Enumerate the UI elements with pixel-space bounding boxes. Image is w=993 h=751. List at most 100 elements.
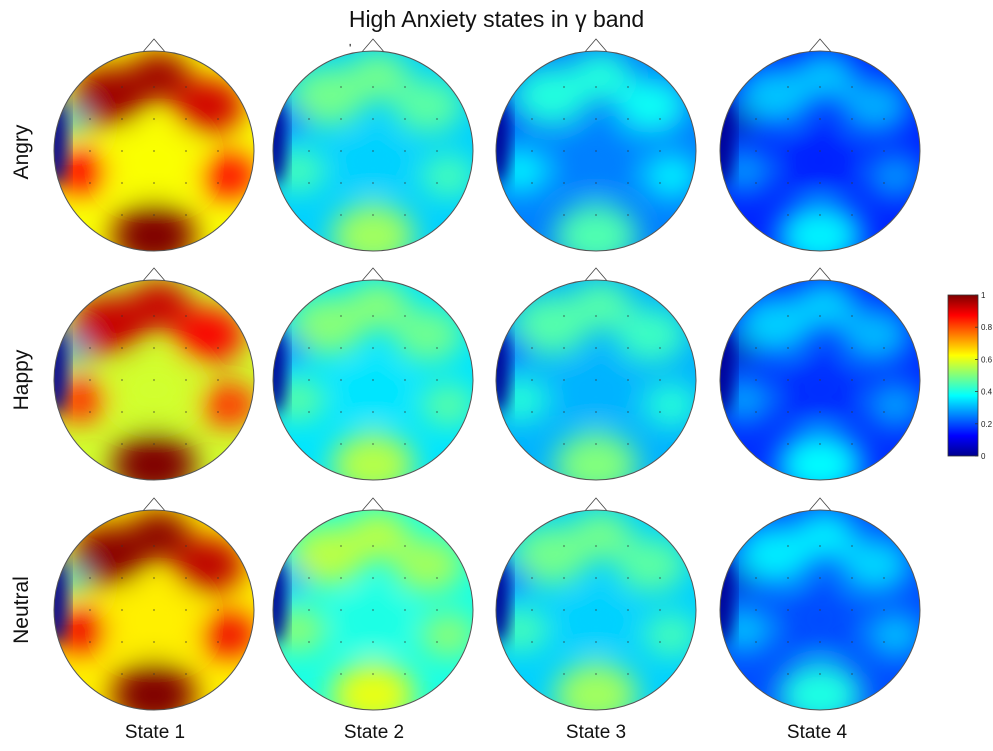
electrode	[563, 609, 565, 611]
electrode-grid	[531, 315, 661, 445]
electrode	[404, 214, 406, 216]
electrode	[340, 315, 342, 317]
electrode	[819, 673, 821, 675]
electrode-grid	[89, 545, 219, 675]
electrode	[787, 150, 789, 152]
electrode	[436, 118, 438, 120]
electrode	[819, 641, 821, 643]
activation-blob	[331, 432, 415, 480]
activation-blob	[115, 130, 193, 192]
electrode	[153, 347, 155, 349]
activation-blob	[112, 662, 196, 710]
head-outline	[719, 279, 921, 481]
electrode	[340, 347, 342, 349]
electrode	[89, 379, 91, 381]
electrode	[755, 641, 757, 643]
head-outline	[272, 50, 474, 252]
activation-blob	[840, 307, 910, 363]
electrode	[595, 150, 597, 152]
activation-blob	[557, 589, 635, 651]
edge-low-region	[54, 555, 68, 645]
activation-blob	[331, 662, 415, 710]
activation-blob	[867, 383, 920, 427]
electrode	[340, 118, 342, 120]
electrode	[787, 641, 789, 643]
colorbar: 0 0.2 0.4 0.6 0.8 1	[947, 291, 993, 461]
electrode	[627, 411, 629, 413]
electrode	[851, 86, 853, 88]
head-outline	[53, 509, 255, 711]
electrode	[153, 609, 155, 611]
electrode	[372, 609, 374, 611]
electrode	[340, 214, 342, 216]
electrode	[883, 577, 885, 579]
activation-blob	[201, 154, 254, 198]
topomap-neutral-0	[53, 497, 255, 711]
edge-low-region	[273, 555, 287, 645]
electrode	[531, 347, 533, 349]
electrode	[659, 150, 661, 152]
electrode	[563, 641, 565, 643]
topomap-happy-0	[53, 267, 255, 481]
electrode	[755, 150, 757, 152]
edge-low-region	[720, 555, 734, 645]
electrode	[787, 118, 789, 120]
electrode	[121, 315, 123, 317]
activation-blob	[616, 537, 686, 593]
electrode	[372, 315, 374, 317]
colorbar-tick-label: 0.6	[981, 355, 993, 364]
electrode	[404, 379, 406, 381]
activation-blob	[793, 280, 857, 330]
head-outline	[495, 50, 697, 252]
activation-blob	[557, 359, 635, 421]
head-outline	[495, 509, 697, 711]
electrode	[121, 609, 123, 611]
electrode	[595, 315, 597, 317]
electrode	[819, 545, 821, 547]
activation-blob	[334, 589, 412, 651]
topomap-happy-2	[495, 267, 697, 481]
electrode	[787, 214, 789, 216]
electrode	[121, 545, 123, 547]
electrode	[563, 118, 565, 120]
electrode	[787, 577, 789, 579]
electrode	[121, 214, 123, 216]
edge-low-region	[720, 325, 734, 415]
electrode	[883, 411, 885, 413]
activation-blob	[393, 537, 463, 593]
electrode	[185, 118, 187, 120]
colorbar-tick-label: 0.2	[981, 420, 993, 429]
electrode	[185, 609, 187, 611]
electrode	[595, 379, 597, 381]
electrode	[851, 150, 853, 152]
electrode	[531, 577, 533, 579]
colorbar-tick-label: 0	[981, 452, 986, 461]
topomap-neutral-3	[719, 497, 921, 711]
activation-blob	[127, 510, 191, 560]
electrode	[308, 411, 310, 413]
electrode	[563, 545, 565, 547]
electrode	[308, 641, 310, 643]
electrode	[153, 118, 155, 120]
electrode	[787, 315, 789, 317]
activation-blob	[793, 51, 857, 101]
electrode-grid	[308, 545, 438, 675]
head-outline	[272, 279, 474, 481]
electrode	[627, 577, 629, 579]
electrode	[436, 347, 438, 349]
electrode	[851, 214, 853, 216]
electrode	[308, 150, 310, 152]
activation-blob	[346, 510, 410, 560]
electrode	[185, 641, 187, 643]
edge-low-region	[273, 325, 287, 415]
electrode	[404, 545, 406, 547]
electrode	[787, 443, 789, 445]
electrode-grid	[308, 315, 438, 445]
electrode	[659, 118, 661, 120]
electrode	[851, 673, 853, 675]
electrode	[595, 214, 597, 216]
electrode	[819, 347, 821, 349]
electrode	[851, 315, 853, 317]
topomap-angry-2	[495, 38, 697, 252]
